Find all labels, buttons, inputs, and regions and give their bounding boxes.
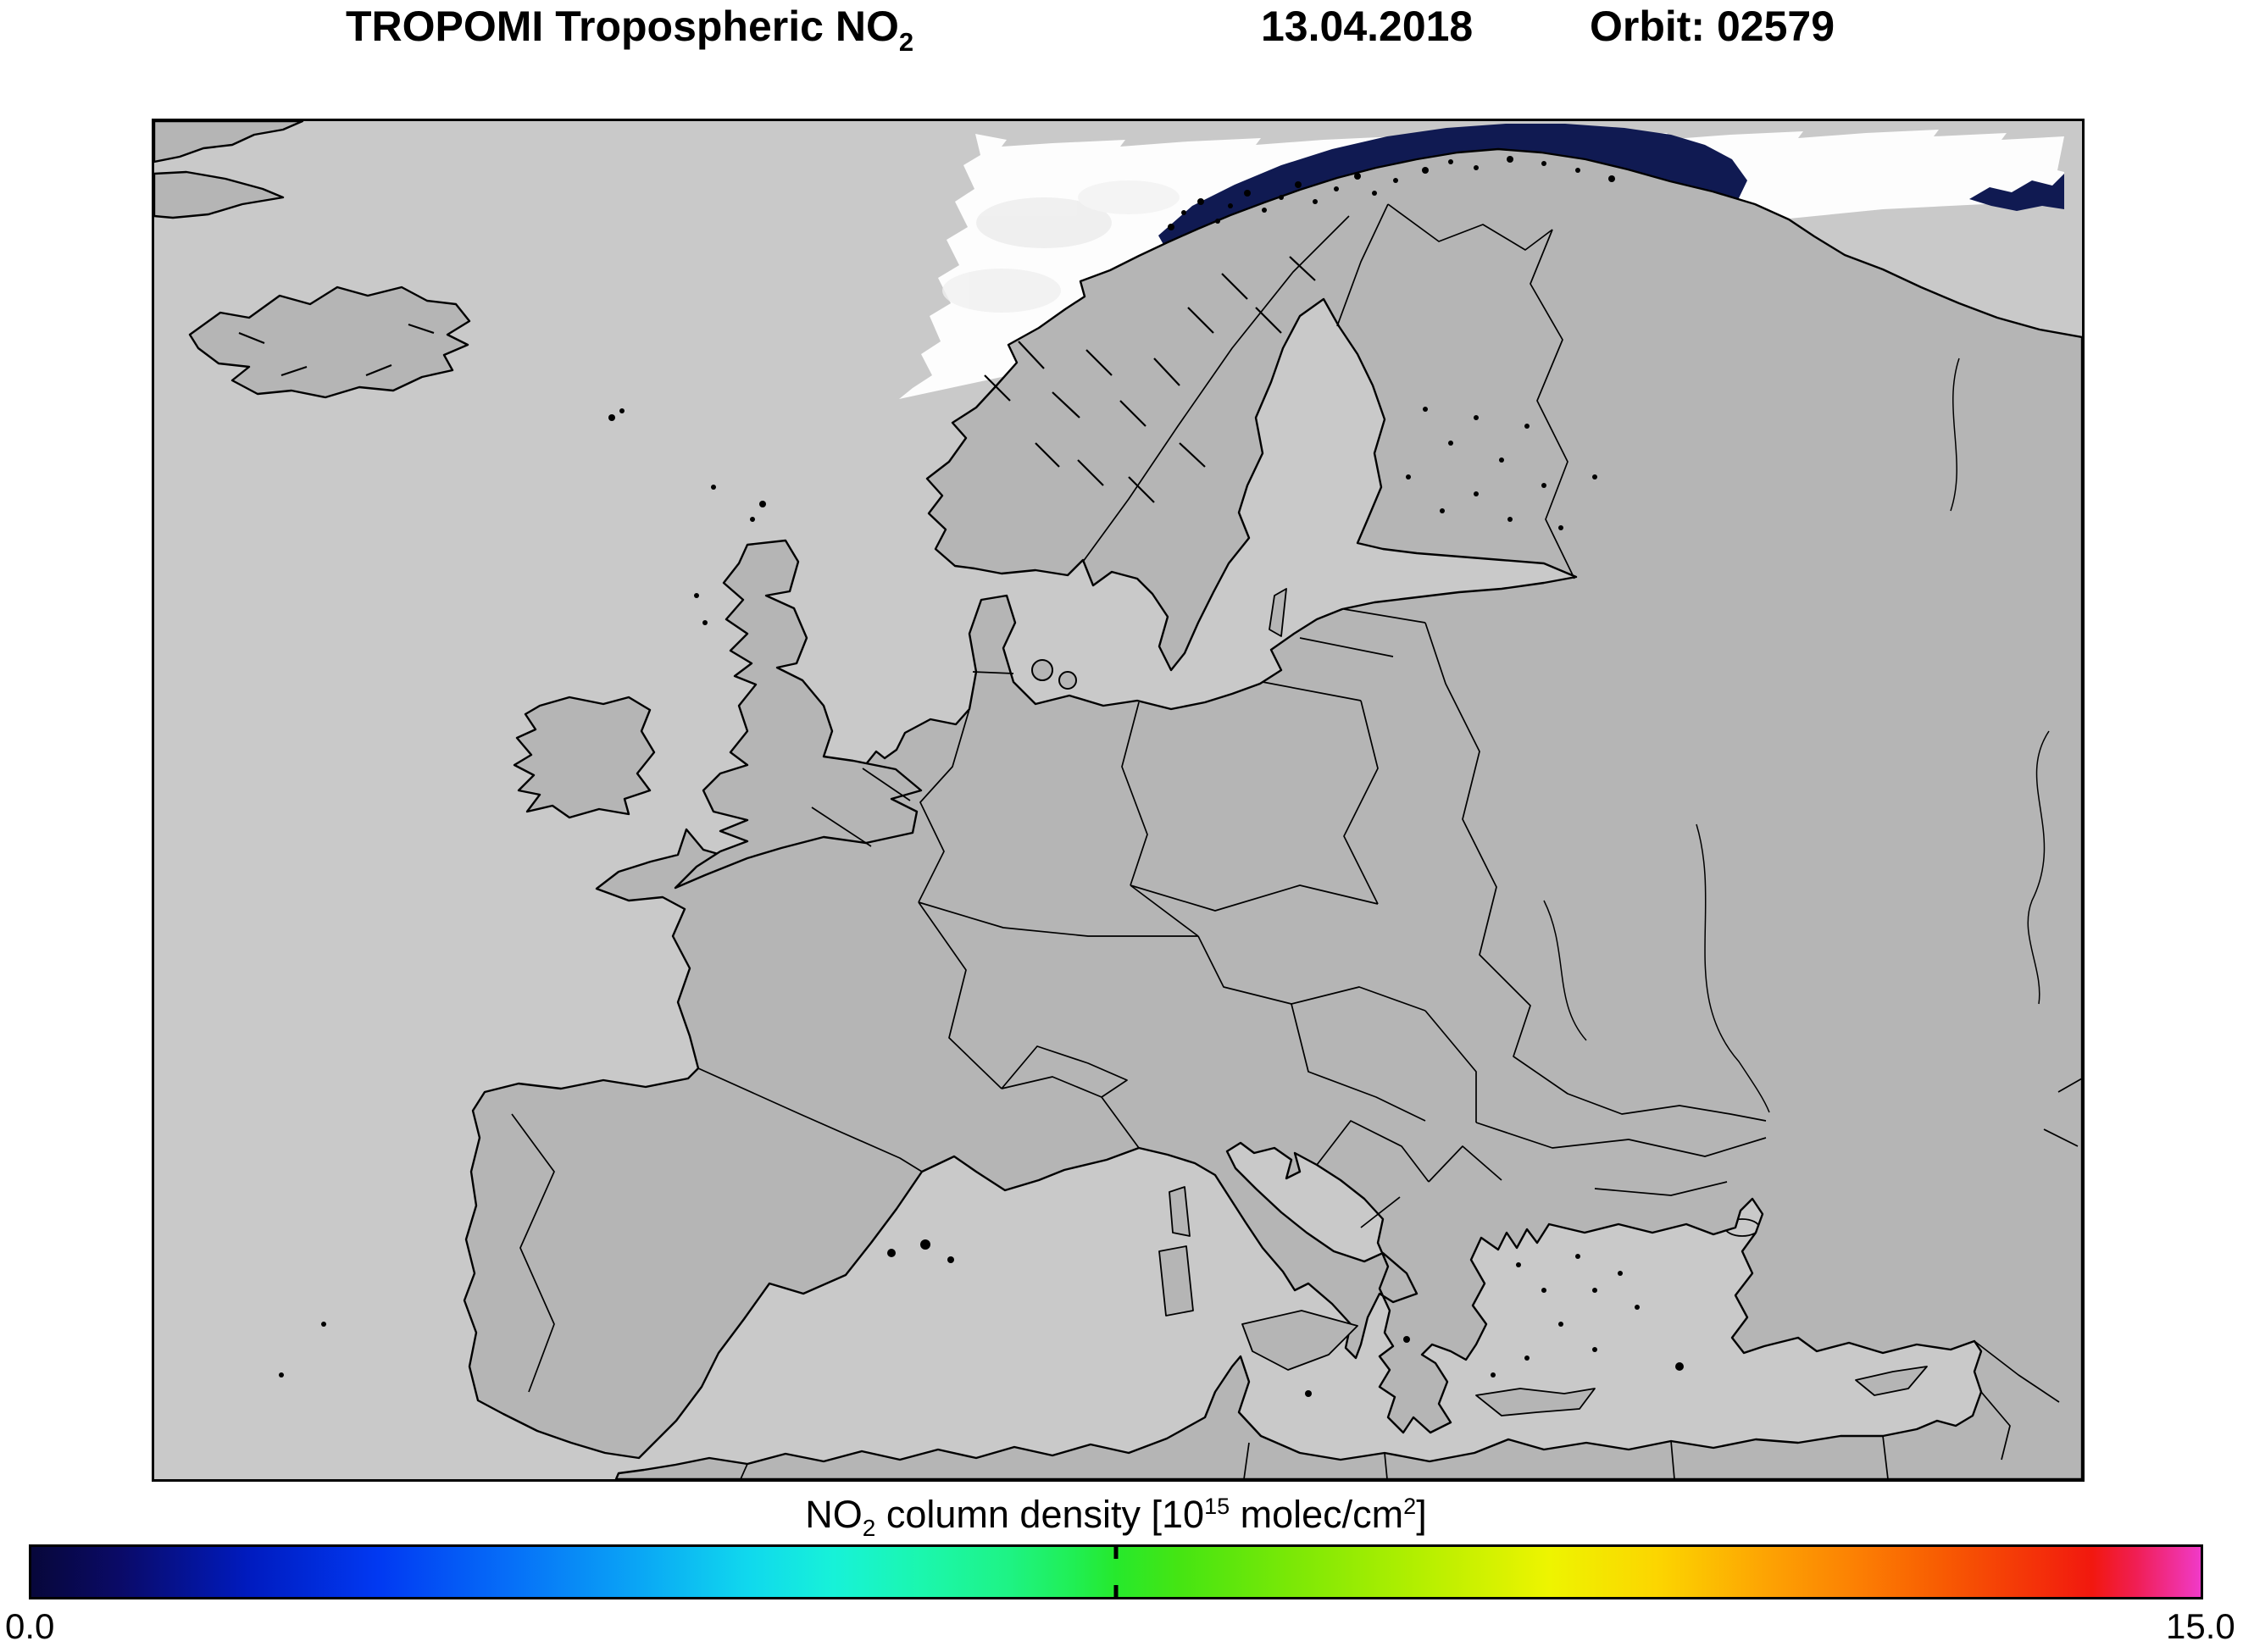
page-title: TROPOMI Tropospheric NO2 xyxy=(346,3,914,57)
europe-map-frame xyxy=(152,119,2085,1482)
small-islands xyxy=(279,408,1684,1397)
land-zealand xyxy=(1031,659,1053,681)
title-date: 13.04.2018 xyxy=(1261,3,1474,50)
no2-data-swath-east xyxy=(1969,174,2064,211)
colorbar-max-label: 15.0 xyxy=(2166,1606,2235,1646)
rivers xyxy=(1543,358,2050,1113)
finland-lakes xyxy=(1406,407,1597,530)
land-funen xyxy=(1058,671,1077,690)
europe-no2-map xyxy=(154,121,2082,1479)
colorbar-label: NO2 column density [1015 molec/cm2] xyxy=(805,1493,1427,1541)
country-borders xyxy=(511,203,2082,1479)
terrain-hatching xyxy=(984,256,1316,503)
superscript-15: 15 xyxy=(1204,1494,1230,1519)
superscript-2: 2 xyxy=(1403,1494,1417,1519)
colorbar-mid-tick-bottom xyxy=(1113,1585,1119,1597)
colorbar-min-label: 0.0 xyxy=(5,1606,55,1646)
title-orbit: Orbit: 02579 xyxy=(1590,3,1835,50)
colorbar-mid-tick-top xyxy=(1113,1547,1119,1559)
subscript-2: 2 xyxy=(898,27,914,57)
norwegian-coast-islands xyxy=(1168,156,1615,230)
subscript-2: 2 xyxy=(862,1515,876,1541)
iceland-fjords xyxy=(238,323,435,377)
colorbar xyxy=(29,1544,2203,1599)
